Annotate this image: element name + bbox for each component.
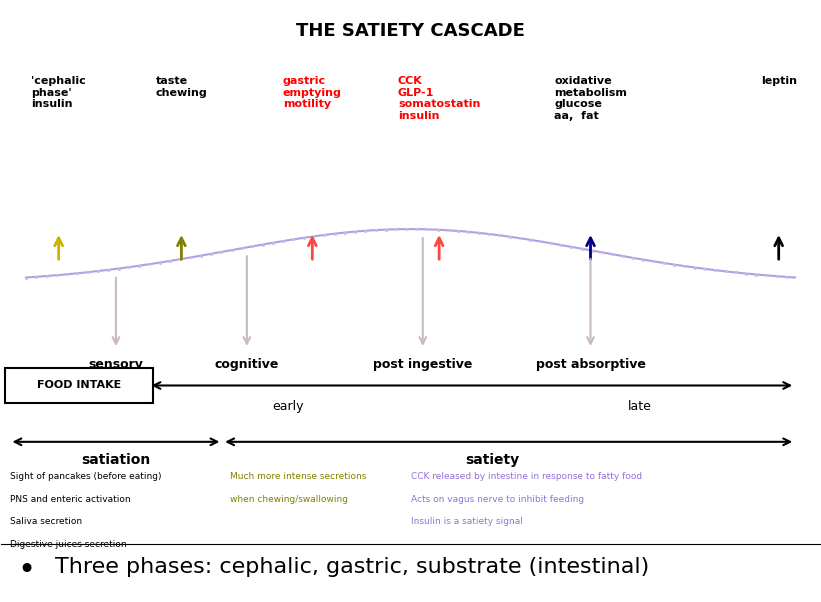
Text: satiation: satiation: [81, 453, 150, 467]
Text: cognitive: cognitive: [214, 358, 279, 371]
Text: Acts on vagus nerve to inhibit feeding: Acts on vagus nerve to inhibit feeding: [410, 495, 584, 503]
Text: Much more intense secretions: Much more intense secretions: [231, 472, 367, 481]
Text: taste
chewing: taste chewing: [155, 76, 207, 98]
Text: when chewing/swallowing: when chewing/swallowing: [231, 495, 348, 503]
Text: early: early: [272, 400, 304, 414]
Text: late: late: [628, 400, 652, 414]
Text: Saliva secretion: Saliva secretion: [10, 517, 82, 526]
Text: satiety: satiety: [466, 453, 520, 467]
FancyBboxPatch shape: [6, 368, 153, 403]
Text: THE SATIETY CASCADE: THE SATIETY CASCADE: [296, 22, 525, 40]
Text: Digestive juices secretion: Digestive juices secretion: [10, 540, 126, 549]
Text: gastric
emptying
motility: gastric emptying motility: [283, 76, 342, 110]
Text: FOOD INTAKE: FOOD INTAKE: [37, 380, 122, 391]
Text: Sight of pancakes (before eating): Sight of pancakes (before eating): [10, 472, 161, 481]
Text: CCK
GLP-1
somatostatin
insulin: CCK GLP-1 somatostatin insulin: [398, 76, 480, 121]
Text: oxidative
metabolism
glucose
aa,  fat: oxidative metabolism glucose aa, fat: [554, 76, 627, 121]
Text: 'cephalic
phase'
insulin: 'cephalic phase' insulin: [31, 76, 86, 110]
Text: leptin: leptin: [761, 76, 796, 86]
Text: PNS and enteric activation: PNS and enteric activation: [10, 495, 131, 503]
Text: sensory: sensory: [89, 358, 144, 371]
Text: post ingestive: post ingestive: [373, 358, 472, 371]
Text: Insulin is a satiety signal: Insulin is a satiety signal: [410, 517, 522, 526]
Text: Three phases: cephalic, gastric, substrate (intestinal): Three phases: cephalic, gastric, substra…: [54, 557, 649, 577]
Text: CCK released by intestine in response to fatty food: CCK released by intestine in response to…: [410, 472, 642, 481]
Text: post absorptive: post absorptive: [535, 358, 645, 371]
Text: •: •: [18, 556, 36, 585]
